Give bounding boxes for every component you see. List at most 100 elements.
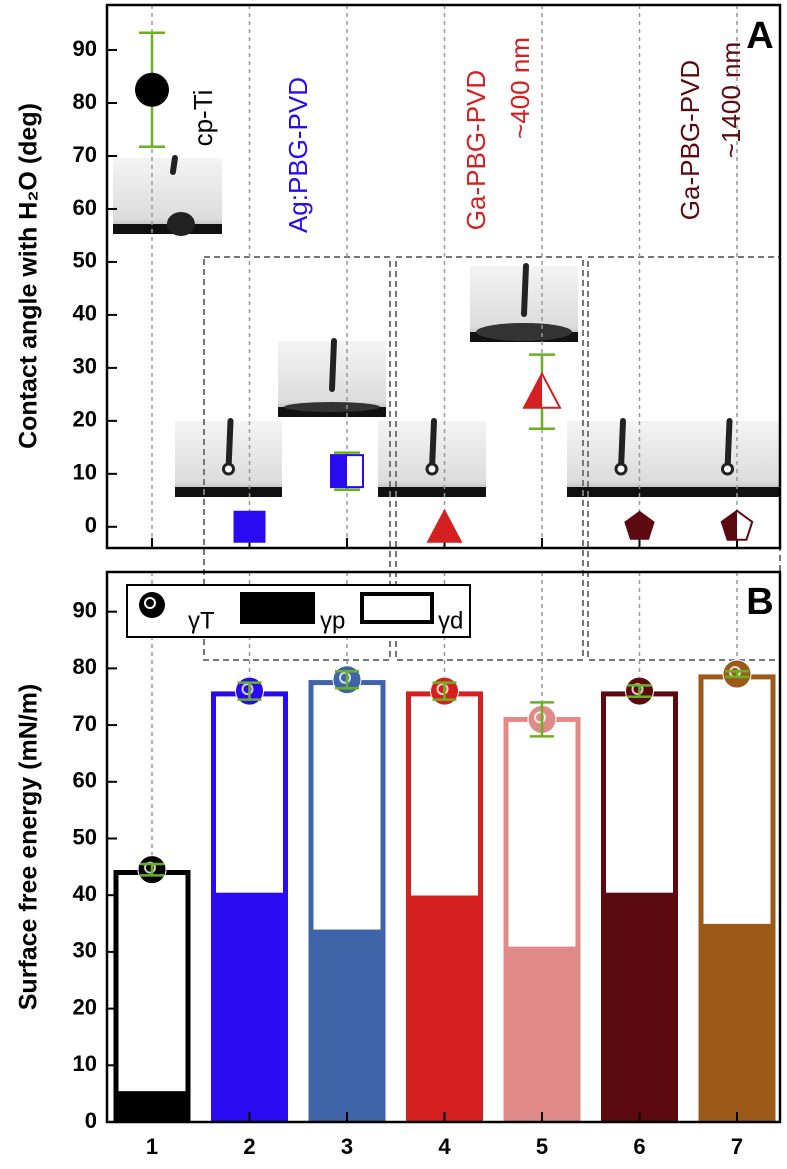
droplet-tip <box>425 462 439 476</box>
highlight <box>144 861 156 874</box>
bar-polar <box>601 895 678 1122</box>
y-tick-label: 10 <box>73 460 97 485</box>
legend-symbol <box>240 592 315 624</box>
y-tick-label: 10 <box>73 1051 97 1076</box>
highlight <box>534 711 546 724</box>
y-tick-label: 90 <box>73 36 97 61</box>
needle <box>521 263 529 317</box>
inset-stage <box>113 224 222 234</box>
data-point <box>426 508 463 543</box>
highlight <box>144 597 156 609</box>
annotation: ~1400 nm <box>716 42 746 158</box>
y-tick-label: 50 <box>73 824 97 849</box>
inset-stage <box>378 487 486 497</box>
x-tick-label: 5 <box>536 1134 548 1159</box>
bar-dispersive <box>308 680 386 935</box>
y-tick-label: 30 <box>73 938 97 963</box>
data-point <box>330 454 364 489</box>
y-tick-label: 70 <box>73 711 97 736</box>
panel-label: A <box>746 15 773 57</box>
y-tick-label: 80 <box>73 89 97 114</box>
bar-polar <box>308 932 386 1122</box>
y-tick-label: 70 <box>73 142 97 167</box>
highlight <box>339 671 351 684</box>
inset-stage <box>567 487 675 497</box>
x-tick-label: 4 <box>438 1134 451 1159</box>
droplet <box>476 323 572 341</box>
data-point <box>522 371 562 409</box>
bar-polar <box>503 949 581 1122</box>
x-tick-label: 3 <box>341 1134 353 1159</box>
error-bar <box>725 669 749 679</box>
needle <box>225 418 234 472</box>
annotation: Ga-PBG-PVD <box>675 60 705 220</box>
legend-label: γd <box>438 607 463 634</box>
x-tick-label: 6 <box>633 1134 645 1159</box>
group-box <box>203 256 391 661</box>
highlight <box>241 683 254 696</box>
legend-symbol <box>360 592 434 624</box>
needle <box>329 338 337 392</box>
bar-dispersive <box>503 716 581 952</box>
marker-fill <box>721 510 737 540</box>
droplet-tip <box>222 462 235 476</box>
inset-stage <box>175 487 282 497</box>
y-tick-label: 40 <box>73 881 97 906</box>
droplet <box>284 402 380 412</box>
bar-dispersive <box>113 870 191 1097</box>
y-tick-label: 0 <box>85 513 97 538</box>
marker-fill <box>331 455 347 488</box>
legend-label: γT <box>188 607 215 634</box>
bar-dispersive <box>406 691 483 901</box>
marker-fill <box>524 373 542 408</box>
y-tick-label: 90 <box>73 598 97 623</box>
legend-label: γp <box>320 607 345 634</box>
y-axis-label: Surface free energy (mN/m) <box>15 684 43 1011</box>
bar-dispersive <box>601 691 678 898</box>
annotation: cp-Ti <box>188 90 218 147</box>
error-bar <box>140 862 164 877</box>
error-bar <box>335 669 359 690</box>
data-point <box>624 510 655 540</box>
data-point <box>233 510 266 543</box>
x-tick-label: 2 <box>243 1134 255 1159</box>
bar-polar <box>406 898 483 1122</box>
annotation: Ag:PBG-PVD <box>283 77 313 233</box>
error-bar <box>627 684 652 698</box>
y-tick-label: 60 <box>73 195 97 220</box>
y-axis-label: Contact angle with H₂O (deg) <box>15 103 43 449</box>
legend-symbol <box>139 592 165 618</box>
highlight <box>631 683 644 696</box>
y-tick-label: 20 <box>73 407 97 432</box>
droplet-tip <box>614 462 628 476</box>
y-tick-label: 0 <box>85 1108 97 1133</box>
data-point <box>135 72 169 107</box>
error-bar <box>237 681 262 701</box>
needle <box>724 418 733 472</box>
plot-frame <box>105 570 782 1124</box>
bar-polar <box>211 895 288 1122</box>
panel-label: B <box>746 581 773 623</box>
bar-dispersive <box>698 674 776 929</box>
y-tick-label: 80 <box>73 654 97 679</box>
y-tick-label: 50 <box>73 248 97 273</box>
inset-stage <box>675 487 780 497</box>
y-tick-label: 40 <box>73 301 97 326</box>
highlight <box>436 683 449 696</box>
x-tick-label: 7 <box>731 1134 743 1159</box>
y-tick-label: 20 <box>73 994 97 1019</box>
droplet-tip <box>721 462 734 476</box>
annotation: Ga-PBG-PVD <box>461 70 491 230</box>
bar-dispersive <box>211 691 288 898</box>
y-tick-label: 30 <box>73 354 97 379</box>
needle <box>429 418 437 472</box>
needle <box>169 155 178 175</box>
data-point <box>720 509 754 541</box>
droplet-images <box>113 155 780 497</box>
error-bar <box>530 701 554 738</box>
bar-polar <box>698 926 776 1122</box>
needle <box>618 418 626 472</box>
x-tick-label: 1 <box>146 1134 158 1159</box>
